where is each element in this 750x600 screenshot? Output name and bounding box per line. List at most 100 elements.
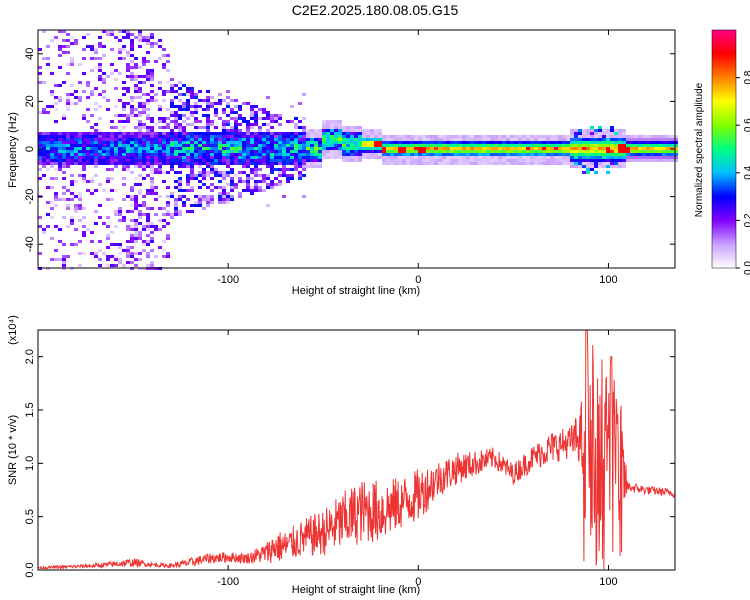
spectrogram-cell <box>246 162 250 165</box>
spectrogram-cell <box>150 222 154 225</box>
spectrogram-cell <box>242 189 246 192</box>
spectrogram-cell <box>114 147 118 150</box>
spectrogram-cell <box>94 165 98 168</box>
spectrogram-cell <box>602 150 606 153</box>
spectrogram-cell <box>122 114 126 117</box>
spectrogram-cell <box>646 141 650 144</box>
spectrogram-cell <box>158 147 162 150</box>
spectrogram-cell <box>82 48 86 51</box>
spectrogram-cell <box>342 150 346 153</box>
spectrogram-cell <box>210 201 214 204</box>
spectrogram-cell <box>146 243 150 246</box>
spectrogram-cell <box>90 180 94 183</box>
spectrogram-cell <box>574 144 578 147</box>
spectrogram-cell <box>94 102 98 105</box>
spectrogram-cell <box>354 153 358 156</box>
spectrogram-cell <box>162 249 166 252</box>
spectrogram-cell <box>378 132 382 135</box>
spectrogram-cell <box>118 99 122 102</box>
spectrogram-cell <box>322 123 326 126</box>
spectrogram-cell <box>622 144 626 147</box>
spectrogram-cell <box>138 147 142 150</box>
spectrogram-cell <box>386 147 390 150</box>
spectrogram-cell <box>234 99 238 102</box>
spectrogram-cell <box>190 168 194 171</box>
spectrogram-cell <box>86 180 90 183</box>
spectrogram-cell <box>610 153 614 156</box>
spectrogram-cell <box>94 141 98 144</box>
spectrogram-cell <box>102 156 106 159</box>
spectrogram-cell <box>442 135 446 138</box>
snr-y-tick-label: 0.5 <box>24 509 36 524</box>
spectrogram-cell <box>82 36 86 39</box>
spectrogram-cell <box>146 144 150 147</box>
spectrogram-cell <box>266 129 270 132</box>
spectrogram-cell <box>562 141 566 144</box>
spectrogram-cell <box>382 153 386 156</box>
spectrogram-cell <box>218 141 222 144</box>
spectrogram-cell <box>566 147 570 150</box>
spectrogram-cell <box>286 150 290 153</box>
spectrogram-cell <box>114 114 118 117</box>
spectrogram-cell <box>62 144 66 147</box>
spectrogram-cell <box>326 156 330 159</box>
spectrogram-cell <box>566 159 570 162</box>
spectrogram-cell <box>590 141 594 144</box>
spectrogram-cell <box>130 39 134 42</box>
spectrogram-cell <box>318 141 322 144</box>
spectrogram-cell <box>90 132 94 135</box>
spectrogram-cell <box>634 138 638 141</box>
spectrogram-cell <box>454 141 458 144</box>
spectrogram-cell <box>578 147 582 150</box>
spectrogram-cell <box>158 195 162 198</box>
spectrogram-cell <box>214 159 218 162</box>
spectrogram-cell <box>186 174 190 177</box>
spectrogram-cell <box>218 171 222 174</box>
spectrogram-cell <box>82 132 86 135</box>
spectrogram-cell <box>238 177 242 180</box>
spectrogram-cell <box>250 105 254 108</box>
spectrogram-cell <box>238 180 242 183</box>
spectrogram-cell <box>158 162 162 165</box>
spectrogram-cell <box>270 114 274 117</box>
spectrogram-cell <box>518 144 522 147</box>
spectrogram-cell <box>610 162 614 165</box>
spectrogram-cell <box>122 168 126 171</box>
spectrogram-cell <box>122 48 126 51</box>
spectrogram-cell <box>114 126 118 129</box>
spectrogram-cell <box>286 180 290 183</box>
spectrogram-cell <box>90 162 94 165</box>
spectrogram-cell <box>302 195 306 198</box>
spectrogram-cell <box>42 174 46 177</box>
spectrogram-cell <box>222 186 226 189</box>
spectrogram-cell <box>370 129 374 132</box>
spectrogram-cell <box>502 153 506 156</box>
spectrogram-cell <box>46 105 50 108</box>
spectrogram-cell <box>346 129 350 132</box>
spectrogram-cell <box>394 156 398 159</box>
spectrogram-cell <box>266 144 270 147</box>
spectrogram-cell <box>346 144 350 147</box>
spectrogram-cell <box>38 225 42 228</box>
spectrogram-cell <box>266 183 270 186</box>
spectrogram-cell <box>50 138 54 141</box>
spectrogram-cell <box>342 138 346 141</box>
spectrogram-cell <box>270 153 274 156</box>
spectrogram-cell <box>90 150 94 153</box>
spectrogram-cell <box>338 153 342 156</box>
spectrogram-cell <box>130 204 134 207</box>
colorbar-tick-label: 0.6 <box>743 118 750 132</box>
spectrogram-cell <box>162 90 166 93</box>
spectrogram-cell <box>106 180 110 183</box>
spectrogram-cell <box>426 144 430 147</box>
spectrogram-cell <box>254 138 258 141</box>
spectrogram-cell <box>302 162 306 165</box>
spectrogram-cell <box>438 141 442 144</box>
spectrogram-cell <box>294 165 298 168</box>
spectrogram-cell <box>134 162 138 165</box>
spectrogram-cell <box>506 159 510 162</box>
spectrogram-cell <box>134 165 138 168</box>
spectrogram-cell <box>54 138 58 141</box>
spectrogram-cell <box>274 144 278 147</box>
spectrogram-cell <box>594 156 598 159</box>
